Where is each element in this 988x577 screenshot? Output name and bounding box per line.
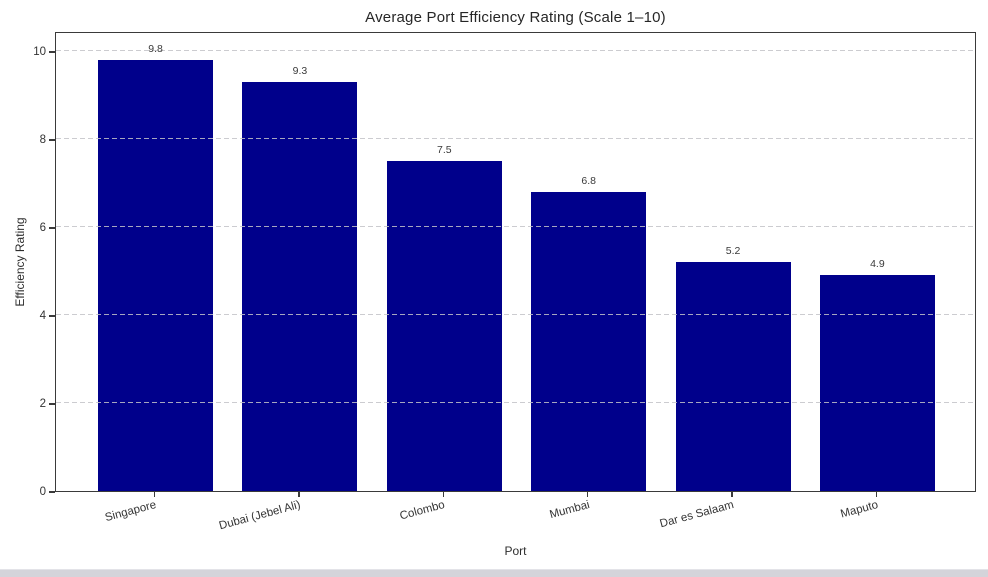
chart-title: Average Port Efficiency Rating (Scale 1–… (365, 9, 666, 26)
bar-dubai-jebel-ali- (242, 82, 357, 491)
bar-mumbai (531, 192, 646, 491)
bar-singapore (98, 60, 213, 491)
bar-value-label: 7.5 (437, 144, 452, 156)
y-tick-label: 10 (33, 46, 46, 58)
x-tick-label: Singapore (103, 499, 158, 525)
x-tick-label: Colombo (398, 499, 447, 523)
bar-value-label: 6.8 (581, 175, 596, 187)
x-tick-label: Mumbai (548, 499, 591, 522)
bar-maputo (820, 275, 935, 491)
x-tick-label: Maputo (839, 499, 880, 521)
grid-line-y8 (56, 138, 975, 139)
y-axis-tick (49, 51, 55, 53)
y-tick-label: 8 (39, 134, 46, 146)
x-axis-tick (298, 492, 300, 497)
y-axis-tick (49, 491, 55, 493)
plot-area: 9.8 9.3 7.5 6.8 5.2 4.9 (55, 32, 976, 492)
y-tick-label: 6 (39, 222, 46, 234)
grid-line-y6 (56, 226, 975, 227)
x-tick-label: Dar es Salaam (658, 499, 736, 531)
y-axis-label: Efficiency Rating (13, 217, 27, 307)
bar-dar-es-salaam (676, 262, 791, 491)
y-axis-tick (49, 315, 55, 317)
x-axis-tick (731, 492, 733, 497)
y-tick-label: 0 (39, 486, 46, 498)
grid-line-y10 (56, 50, 975, 51)
grid-line-y2 (56, 402, 975, 403)
bar-value-label: 9.8 (148, 43, 163, 55)
x-axis-tick (875, 492, 878, 497)
y-axis-tick (49, 227, 55, 229)
horizontal-scrollbar-track[interactable] (0, 569, 988, 577)
x-axis-tick (442, 492, 444, 497)
y-axis-tick (49, 403, 55, 405)
grid-line-y4 (56, 314, 975, 315)
bar-value-label: 9.3 (292, 65, 308, 77)
bar-value-label: 5.2 (725, 245, 741, 257)
bar-value-label: 4.9 (870, 258, 885, 270)
y-axis-tick (49, 139, 55, 141)
bar-colombo (387, 161, 502, 491)
x-tick-label: Dubai (Jebel Ali) (218, 499, 303, 533)
x-axis-tick (153, 492, 156, 497)
y-tick-label: 2 (39, 398, 46, 410)
y-tick-label: 4 (39, 310, 46, 322)
x-axis-label: Port (504, 544, 527, 558)
x-axis-tick (586, 492, 589, 497)
